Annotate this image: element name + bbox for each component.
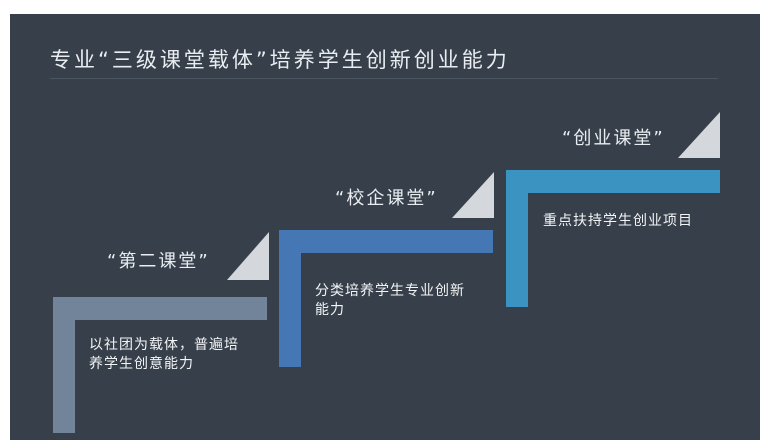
step-description: 以社团为载体，普遍培养学生创意能力 — [89, 337, 239, 372]
step-label: “第二课堂” — [107, 251, 210, 272]
step-description: 分类培养学生专业创新能力 — [315, 283, 465, 318]
step-bar-vertical — [506, 170, 528, 307]
step-bar-horizontal — [53, 297, 267, 320]
triangle-icon — [678, 112, 720, 158]
step-label: “创业课堂” — [562, 128, 665, 149]
step-bar-vertical — [53, 297, 75, 433]
step-description: 重点扶持学生创业项目 — [543, 213, 693, 229]
step-label: “校企课堂” — [335, 188, 438, 209]
step-bar-vertical — [279, 230, 301, 367]
page-title: 专业“三级课堂载体”培养学生创新创业能力 — [50, 48, 510, 72]
triangle-icon — [227, 232, 269, 280]
title-divider — [50, 78, 718, 79]
triangle-icon — [452, 172, 494, 218]
slide: 专业“三级课堂载体”培养学生创新创业能力 “第二课堂” 以社团为载体，普遍培养学… — [10, 14, 760, 440]
step-bar-horizontal — [279, 230, 493, 253]
step-bar-horizontal — [506, 170, 720, 193]
